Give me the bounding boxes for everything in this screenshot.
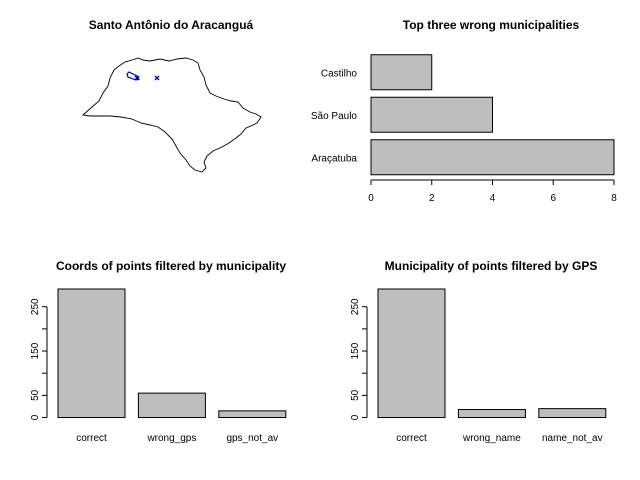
bar bbox=[370, 96, 493, 133]
category-label: São Paulo bbox=[311, 111, 358, 122]
tick-label: 150 bbox=[30, 342, 41, 359]
category-label: correct bbox=[396, 433, 427, 444]
tick-label: 8 bbox=[611, 193, 617, 204]
map-title: Santo Antônio do Aracanguá bbox=[89, 18, 254, 32]
bars bbox=[57, 288, 287, 419]
bar bbox=[538, 408, 607, 419]
category-label: wrong_name bbox=[462, 433, 521, 444]
x-axis: 0 2 4 6 8 bbox=[368, 179, 617, 204]
x-marker bbox=[154, 75, 160, 81]
municipality-polygon-marker bbox=[126, 71, 140, 81]
bar bbox=[370, 139, 615, 176]
wrong-municipalities-panel: Top three wrong municipalities Araçatuba… bbox=[311, 18, 617, 204]
bar bbox=[57, 288, 126, 418]
category-label: Araçatuba bbox=[311, 153, 357, 164]
tick-label: 0 bbox=[368, 193, 374, 204]
bar bbox=[137, 392, 206, 418]
bar bbox=[218, 410, 287, 419]
category-label: wrong_gps bbox=[146, 433, 196, 444]
category-label: name_not_av bbox=[542, 433, 603, 444]
municipality-filtered-panel: Municipality of points filtered by GPS c… bbox=[350, 259, 607, 444]
bars bbox=[370, 54, 615, 176]
category-label: Castilho bbox=[321, 68, 358, 79]
category-labels: Araçatuba São Paulo Castilho bbox=[311, 68, 358, 164]
tick-label: 0 bbox=[30, 414, 41, 420]
bar bbox=[457, 409, 526, 419]
tick-label: 6 bbox=[550, 193, 556, 204]
bar bbox=[377, 288, 446, 418]
tick-label: 2 bbox=[429, 193, 435, 204]
tick-label: 250 bbox=[30, 298, 41, 315]
bars bbox=[377, 288, 607, 419]
panel-title: Coords of points filtered by municipalit… bbox=[56, 259, 286, 273]
tick-label: 50 bbox=[30, 389, 41, 401]
state-outline bbox=[81, 57, 262, 173]
coords-filtered-panel: Coords of points filtered by municipalit… bbox=[30, 259, 286, 444]
tick-label: 0 bbox=[350, 414, 361, 420]
y-axis: 0 50 150 250 bbox=[30, 298, 48, 420]
tick-label: 150 bbox=[350, 342, 361, 359]
tick-label: 4 bbox=[490, 193, 496, 204]
panel-title: Top three wrong municipalities bbox=[403, 18, 580, 32]
category-labels: correct wrong_gps gps_not_av bbox=[76, 433, 278, 444]
category-labels: correct wrong_name name_not_av bbox=[396, 433, 602, 444]
bar bbox=[370, 54, 433, 91]
x-marker bbox=[134, 75, 140, 81]
y-axis: 0 50 150 250 bbox=[350, 298, 368, 420]
tick-label: 50 bbox=[350, 389, 361, 401]
category-label: gps_not_av bbox=[226, 433, 278, 444]
panel-title: Municipality of points filtered by GPS bbox=[385, 259, 598, 273]
tick-label: 250 bbox=[350, 298, 361, 315]
map-panel: Santo Antônio do Aracanguá bbox=[81, 18, 262, 173]
category-label: correct bbox=[76, 433, 107, 444]
